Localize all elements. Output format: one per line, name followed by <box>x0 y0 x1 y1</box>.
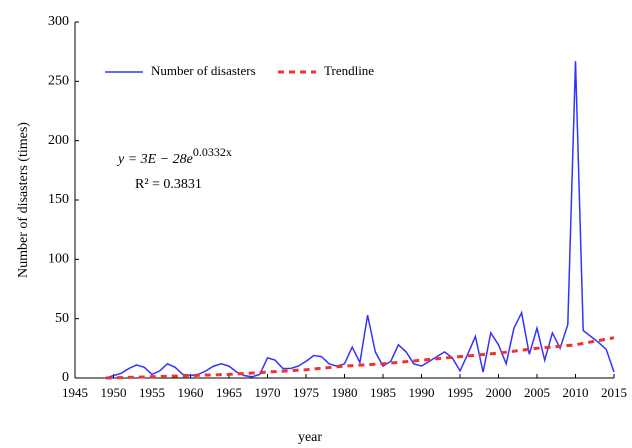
x-tick-label: 1995 <box>447 385 473 400</box>
legend-label: Trendline <box>324 63 374 78</box>
series-line <box>105 336 615 380</box>
y-tick-label: 200 <box>48 133 69 148</box>
y-tick-label: 50 <box>55 311 69 326</box>
x-axis-label: year <box>298 430 322 445</box>
x-tick-label: 2000 <box>486 385 512 400</box>
y-tick-label: 100 <box>48 252 69 267</box>
x-tick-label: 2005 <box>524 385 550 400</box>
x-tick-label: 1980 <box>332 385 358 400</box>
x-tick-label: 1950 <box>101 385 127 400</box>
x-tick-label: 1985 <box>370 385 396 400</box>
y-tick-label: 250 <box>48 74 69 89</box>
y-tick-label: 300 <box>48 14 69 29</box>
x-tick-label: 1945 <box>62 385 88 400</box>
x-tick-label: 1970 <box>255 385 281 400</box>
legend-label: Number of disasters <box>151 63 256 78</box>
equation-base: y = 3E − 28e <box>116 152 193 167</box>
x-tick-label: 1965 <box>216 385 242 400</box>
y-axis-label: Number of disasters (times) <box>16 122 31 278</box>
y-tick-label: 0 <box>62 370 69 385</box>
x-tick-label: 1955 <box>139 385 165 400</box>
x-tick-label: 2010 <box>563 385 589 400</box>
series-line <box>105 61 615 379</box>
equation: y = 3E − 28e0.0332x <box>116 145 232 167</box>
x-tick-label: 2015 <box>601 385 627 400</box>
x-tick-label: 1960 <box>178 385 204 400</box>
equation-exponent: 0.0332x <box>193 145 232 159</box>
r-squared: R² = 0.3831 <box>135 177 202 192</box>
x-tick-label: 1990 <box>409 385 435 400</box>
y-tick-label: 150 <box>48 192 69 207</box>
x-tick-label: 1975 <box>293 385 319 400</box>
